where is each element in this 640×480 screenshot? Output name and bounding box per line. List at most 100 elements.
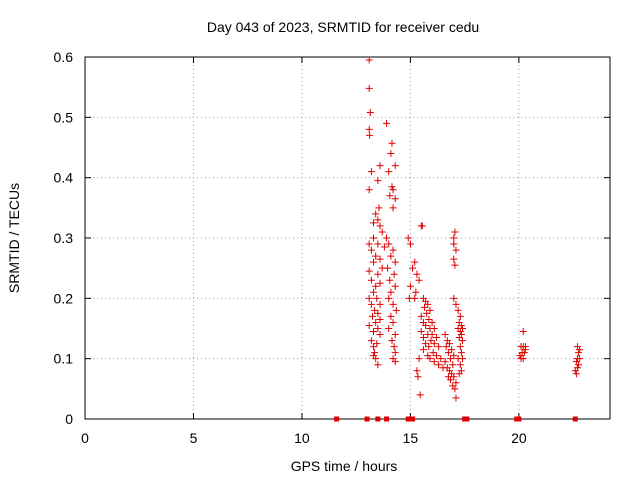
data-point <box>419 346 427 354</box>
data-point <box>519 328 527 336</box>
data-point <box>456 343 464 351</box>
data-point <box>365 321 373 329</box>
data-point <box>435 361 443 369</box>
data-point <box>391 162 399 170</box>
data-point <box>406 282 414 290</box>
data-point <box>457 321 465 329</box>
data-point <box>365 125 373 133</box>
data-point <box>389 300 397 308</box>
data-point <box>366 131 374 139</box>
zero-point <box>364 416 370 422</box>
data-point <box>372 318 380 326</box>
y-tick-label: 0.1 <box>54 351 74 367</box>
data-point <box>423 309 431 317</box>
data-point <box>417 328 425 336</box>
data-point <box>367 337 375 345</box>
data-point <box>435 343 443 351</box>
data-point <box>456 361 464 369</box>
data-point <box>392 306 400 314</box>
data-point <box>430 340 438 348</box>
data-point <box>389 186 397 194</box>
data-point <box>387 312 395 320</box>
data-point <box>426 306 434 314</box>
data-point <box>386 192 394 200</box>
data-point <box>445 340 453 348</box>
data-point <box>365 56 373 64</box>
data-point <box>367 246 375 254</box>
data-point <box>370 258 378 266</box>
zero-point <box>572 416 578 422</box>
data-point <box>366 109 374 117</box>
data-point <box>391 282 399 290</box>
data-point <box>365 267 373 275</box>
data-point <box>417 312 425 320</box>
data-point <box>389 318 397 326</box>
data-point <box>449 361 457 369</box>
data-point <box>365 186 373 194</box>
data-point <box>376 315 384 323</box>
data-point <box>451 385 459 393</box>
data-point <box>370 219 378 227</box>
zero-point <box>375 416 381 422</box>
data-point <box>425 343 433 351</box>
data-point <box>447 376 455 384</box>
zero-point <box>410 416 416 422</box>
data-point <box>455 370 463 378</box>
data-point <box>424 300 432 308</box>
data-point <box>414 373 422 381</box>
x-tick-label: 15 <box>403 430 419 446</box>
data-point <box>391 195 399 203</box>
data-point <box>415 355 423 363</box>
data-point <box>372 252 380 260</box>
zero-point <box>516 416 522 422</box>
data-point <box>458 355 466 363</box>
data-point <box>385 325 393 332</box>
data-point <box>388 337 396 345</box>
data-point <box>387 150 395 158</box>
data-point <box>447 355 455 363</box>
data-point <box>374 325 382 332</box>
chart-title: Day 043 of 2023, SRMTID for receiver ced… <box>207 19 479 35</box>
data-point <box>427 337 435 345</box>
data-point <box>450 352 458 360</box>
data-point <box>373 294 381 302</box>
y-tick-label: 0 <box>65 411 73 427</box>
data-point <box>575 361 583 369</box>
data-point <box>384 264 392 272</box>
data-point <box>429 349 437 357</box>
data-point <box>374 177 382 185</box>
data-point <box>385 240 393 248</box>
data-point <box>428 331 436 339</box>
data-point <box>451 261 459 269</box>
data-point <box>442 343 450 351</box>
data-point <box>571 367 579 375</box>
data-point <box>375 204 383 212</box>
data-point <box>450 234 458 242</box>
data-point <box>517 355 525 363</box>
data-point <box>389 204 397 212</box>
data-point <box>422 321 430 329</box>
x-tick-label: 0 <box>81 430 89 446</box>
data-point <box>376 162 384 170</box>
y-tick-label: 0.6 <box>54 49 74 65</box>
axis-ticks: 0 5 10 15 20 0 0.1 0.2 0.3 0.4 0.5 0.6 <box>54 49 610 446</box>
data-point <box>450 373 458 381</box>
data-point <box>370 352 378 360</box>
data-point <box>418 222 426 230</box>
data-point <box>365 294 373 302</box>
data-point <box>452 394 460 402</box>
data-point <box>386 276 394 284</box>
data-point <box>370 234 378 242</box>
data-point <box>432 334 440 342</box>
data-points <box>334 56 584 422</box>
data-point <box>452 379 460 387</box>
data-point <box>383 234 391 242</box>
data-point <box>421 303 429 311</box>
data-point <box>430 325 438 332</box>
data-point <box>451 228 459 236</box>
data-point <box>458 337 466 345</box>
data-point <box>391 331 399 339</box>
data-point <box>576 355 584 363</box>
data-point <box>388 183 396 191</box>
